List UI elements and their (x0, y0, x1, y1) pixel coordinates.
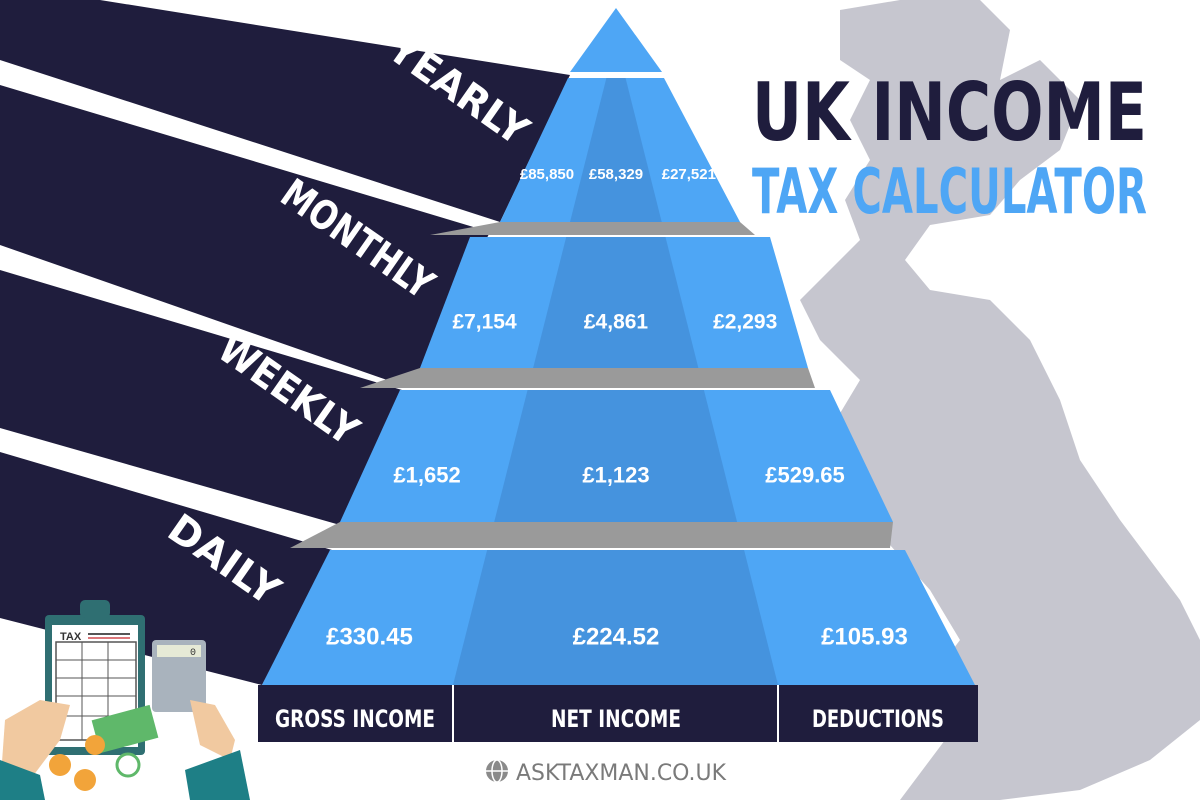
column-label-net: NET INCOME (551, 705, 681, 733)
band-monthly (0, 85, 490, 388)
gross-value-monthly: £7,154 (452, 311, 517, 334)
tier-daily-net-column (453, 550, 778, 685)
tier-shelf (430, 222, 755, 235)
tier-yearly-net-column (570, 78, 662, 222)
column-header-bar (258, 685, 978, 742)
calculator-display: 0 (190, 648, 196, 659)
tier-shelf (360, 368, 815, 388)
uk-map (800, 0, 1200, 800)
site-link[interactable]: ASKTAXMAN.CO.UK (486, 759, 727, 786)
net-value-weekly: £1,123 (582, 462, 649, 487)
net-value-daily: £224.52 (573, 624, 660, 651)
tax-illustration: TAX 0 (0, 600, 250, 800)
pyramid-cap (570, 8, 662, 72)
tier-monthly-net-column (533, 237, 699, 368)
column-label-gross: GROSS INCOME (275, 705, 435, 733)
gross-value-daily: £330.45 (326, 624, 413, 651)
tier-shelf (290, 522, 893, 548)
title-line2: TAX CALCULATOR (752, 155, 1147, 228)
net-value-yearly: £58,329 (589, 166, 643, 183)
deductions-value-yearly: £27,521 (662, 166, 716, 183)
site-url: ASKTAXMAN.CO.UK (516, 761, 727, 786)
band-yearly (0, 0, 570, 222)
deductions-value-monthly: £2,293 (713, 311, 777, 334)
tier-weekly-net-column (494, 390, 738, 522)
deductions-value-daily: £105.93 (821, 624, 908, 651)
net-value-monthly: £4,861 (584, 311, 649, 334)
column-label-deductions: DEDUCTIONS (812, 705, 944, 733)
gross-value-weekly: £1,652 (393, 462, 460, 487)
title-line1: UK INCOME (752, 66, 1147, 159)
gross-value-yearly: £85,850 (520, 166, 574, 183)
clipboard-tax-label: TAX (60, 631, 82, 643)
band-weekly (0, 270, 402, 525)
deductions-value-weekly: £529.65 (765, 462, 845, 487)
